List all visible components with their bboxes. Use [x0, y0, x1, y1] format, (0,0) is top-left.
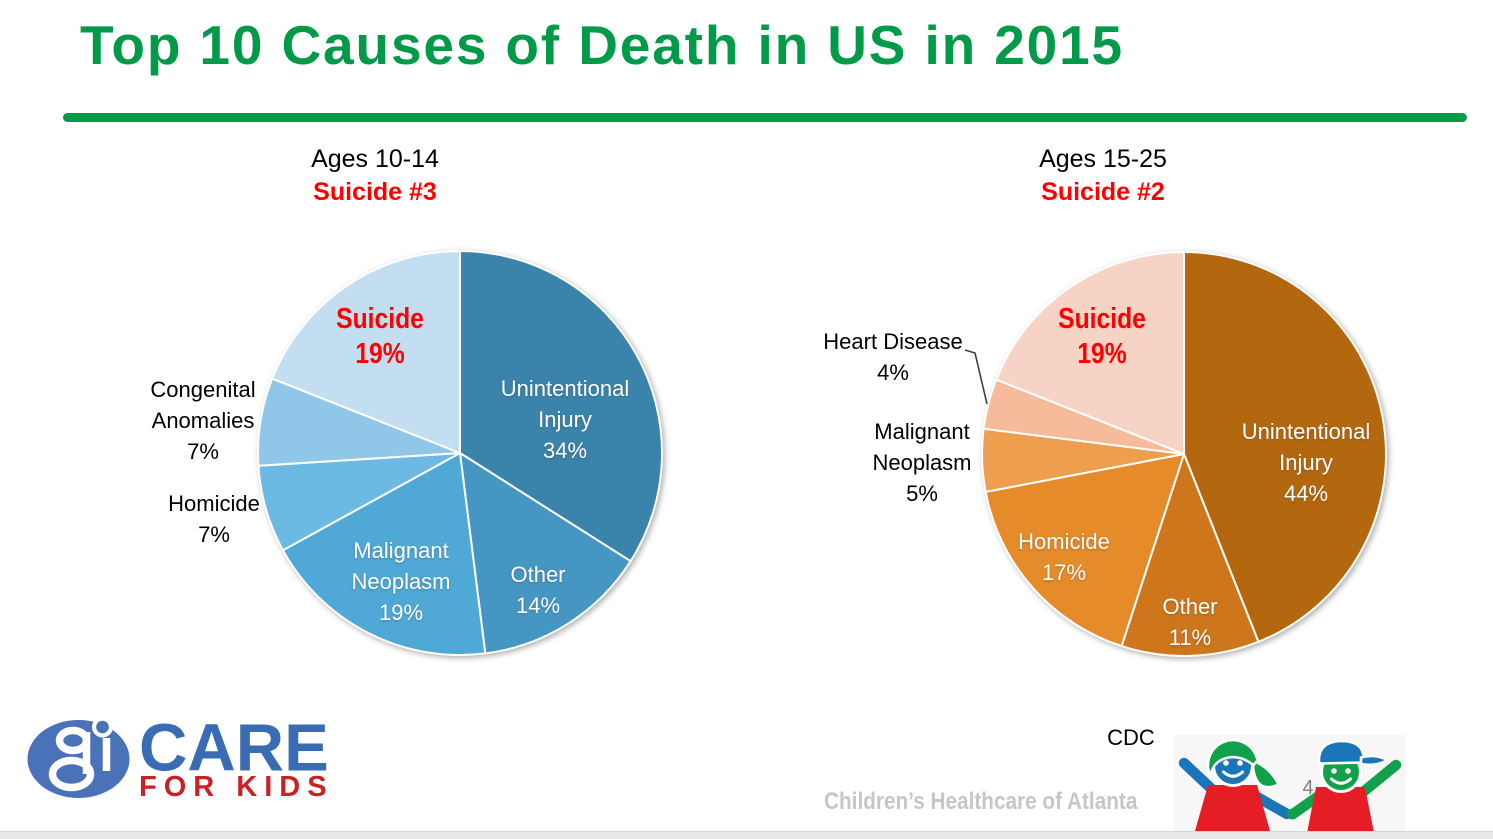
svg-text:CARE: CARE	[139, 714, 329, 786]
svg-text:FOR KIDS: FOR KIDS	[139, 771, 334, 803]
